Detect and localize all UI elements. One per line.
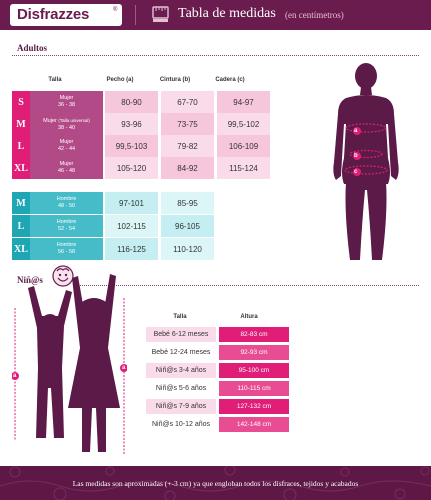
kids-size-label: Niñ@s 7-9 años <box>146 399 216 414</box>
col-header-pecho: Pecho (a) <box>106 77 134 83</box>
adult-body-silhouette <box>333 63 399 260</box>
cell-pecho: 93-96 <box>105 113 158 135</box>
footer-bar: Las medidas son aproximadas (+-3 cm) ya … <box>0 466 431 500</box>
size-range: 38 - 40 <box>57 124 76 131</box>
cell-cintura: 84-92 <box>161 157 214 179</box>
size-note: (Talla universal) <box>58 117 90 123</box>
kids-silhouette <box>12 274 127 454</box>
kids-col-header-talla: Talla <box>173 314 187 320</box>
col-header-talla: Talla <box>48 77 62 83</box>
size-range: 52 - 54 <box>57 226 76 232</box>
size-gender: Mujer <box>43 117 57 124</box>
size-gender-with-note: Mujer (Talla universal) <box>30 117 103 125</box>
size-description: Hombre 48 - 50 <box>30 192 103 214</box>
size-gender: Hombre <box>56 242 77 248</box>
header-divider <box>135 5 136 25</box>
size-gender: Mujer <box>59 161 74 167</box>
cell-cadera: 94-97 <box>217 91 270 113</box>
size-range: 56 - 58 <box>57 249 76 255</box>
kids-size-label: Niñ@s 5-6 años <box>146 381 216 396</box>
size-code: M <box>12 192 30 214</box>
size-code: XL <box>12 238 30 260</box>
floral-pattern-decoration <box>0 466 431 500</box>
page-title: Tabla de medidas <box>178 6 276 21</box>
cell-cintura: 73-75 <box>161 113 214 135</box>
marker-a-label: a <box>354 128 358 134</box>
size-code: M <box>12 113 30 135</box>
kids-size-label: Bebé 12-24 meses <box>146 345 216 360</box>
size-description: Mujer 36 - 38 <box>30 91 103 113</box>
size-description: Mujer (Talla universal) 38 - 40 <box>30 113 103 135</box>
logo-text: Disfrazzes <box>17 6 90 23</box>
measuring-tape-icon <box>152 6 169 22</box>
cell-cintura: 96-105 <box>161 215 214 237</box>
size-code: S <box>12 91 30 113</box>
size-range: 46 - 48 <box>57 168 76 174</box>
disclaimer-text: Las medidas son aproximadas (+-3 cm) ya … <box>72 479 359 488</box>
kids-height-value: 82-83 cm <box>219 327 289 342</box>
cell-cintura: 85-95 <box>161 192 214 214</box>
section-label-adults: Adultos <box>17 43 48 53</box>
kids-height-value: 110-115 cm <box>219 381 289 396</box>
brand-logo[interactable]: Disfrazzes ® <box>10 4 122 26</box>
kid-marker-a-label: a <box>13 373 17 379</box>
smiley-face-icon <box>52 265 74 287</box>
size-range: 36 - 38 <box>57 102 76 108</box>
size-description: Mujer 46 - 48 <box>30 157 103 179</box>
kids-size-label: Niñ@s 10-12 años <box>146 417 216 432</box>
col-header-cintura: Cintura (b) <box>159 77 191 83</box>
marker-b-label: b <box>354 153 358 159</box>
size-description: Mujer 42 - 44 <box>30 135 103 157</box>
cell-pecho: 116-125 <box>105 238 158 260</box>
section-divider <box>12 55 419 56</box>
cell-pecho: 99,5-103 <box>105 135 158 157</box>
section-label-kids: Niñ@s <box>17 275 43 285</box>
size-code: L <box>12 215 30 237</box>
size-range: 48 - 50 <box>57 203 76 209</box>
size-description: Hombre 52 - 54 <box>30 215 103 237</box>
kids-height-value: 92-93 cm <box>219 345 289 360</box>
cell-cintura: 67-70 <box>161 91 214 113</box>
logo-registered-mark: ® <box>113 7 118 13</box>
section-divider-kids <box>78 285 419 286</box>
kids-height-value: 95-100 cm <box>219 363 289 378</box>
size-description: Hombre 56 - 58 <box>30 238 103 260</box>
size-range: 42 - 44 <box>57 146 76 152</box>
kids-size-label: Bebé 6-12 meses <box>146 327 216 342</box>
cell-cintura: 110-120 <box>161 238 214 260</box>
cell-pecho: 80-90 <box>105 91 158 113</box>
size-gender: Hombre <box>56 196 77 202</box>
cell-pecho: 102-115 <box>105 215 158 237</box>
size-code: L <box>12 135 30 157</box>
size-gender: Mujer <box>59 139 74 145</box>
page-subtitle: (en centímetros) <box>285 10 344 20</box>
kids-size-label: Niñ@s 3-4 años <box>146 363 216 378</box>
cell-pecho: 97-101 <box>105 192 158 214</box>
size-gender: Mujer <box>59 95 74 101</box>
size-code: XL <box>12 157 30 179</box>
kids-col-header-altura: Altura <box>240 314 258 320</box>
kids-height-value: 127-132 cm <box>219 399 289 414</box>
cell-cadera: 115-124 <box>217 157 270 179</box>
cell-pecho: 105-120 <box>105 157 158 179</box>
cell-cintura: 79-82 <box>161 135 214 157</box>
cell-cadera: 99,5-102 <box>217 113 270 135</box>
header-bar: Disfrazzes ® Tabla de medidas (en centím… <box>0 0 431 30</box>
marker-c-label: c <box>354 169 358 175</box>
kid-marker-a-label-2: a <box>122 365 126 371</box>
size-gender: Hombre <box>56 219 77 225</box>
col-header-cadera: Cadera (c) <box>215 77 245 83</box>
kids-height-value: 142-148 cm <box>219 417 289 432</box>
cell-cadera: 106-109 <box>217 135 270 157</box>
